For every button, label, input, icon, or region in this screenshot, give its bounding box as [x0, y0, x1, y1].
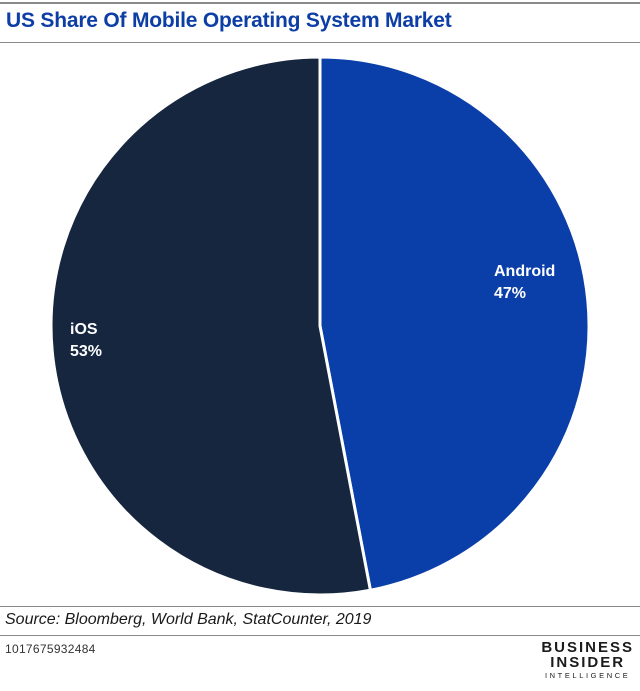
brand-line-insider: INSIDER [550, 654, 626, 671]
pie-chart: Android 47% iOS 53% [49, 55, 591, 597]
pie-labels: Android 47% iOS 53% [70, 263, 555, 360]
slice-value-ios: 53% [70, 343, 102, 360]
source-note: Source: Bloomberg, World Bank, StatCount… [5, 611, 372, 628]
pie-slice-ios [49, 55, 372, 597]
footer-divider-lower [0, 635, 640, 636]
slice-label-ios: iOS [70, 321, 98, 338]
brand-line-intelligence: INTELLIGENCE [544, 671, 631, 680]
business-insider-intelligence-logo: BUSINESS INSIDER INTELLIGENCE [541, 640, 634, 680]
slice-label-android: Android [494, 263, 555, 280]
brand-line-business: BUSINESS [541, 639, 634, 656]
slice-value-android: 47% [494, 285, 526, 302]
pie-slice-android [318, 55, 591, 592]
pie-slices [49, 55, 591, 597]
top-rule [0, 2, 640, 4]
chart-title: US Share Of Mobile Operating System Mark… [6, 9, 452, 32]
footer-divider [0, 606, 640, 607]
title-divider [0, 42, 640, 43]
chart-id: 1017675932484 [5, 642, 96, 656]
